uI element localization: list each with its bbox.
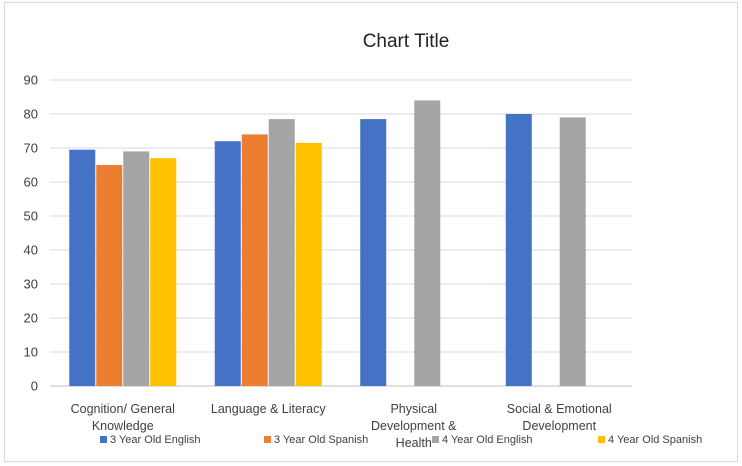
y-tick-label: 20 <box>24 311 38 326</box>
legend-label: 4 Year Old Spanish <box>608 434 702 446</box>
x-category-label: Development & <box>371 419 457 433</box>
bar <box>268 119 295 386</box>
x-category-label: Social & Emotional <box>507 402 612 416</box>
legend-swatch <box>432 436 439 443</box>
bar <box>414 100 441 387</box>
legend-swatch <box>100 436 107 443</box>
bar <box>360 119 387 386</box>
legend-label: 3 Year Old Spanish <box>274 434 368 446</box>
bar <box>214 141 241 386</box>
x-category-label: Health <box>396 436 432 450</box>
x-category-label: Development <box>522 419 596 433</box>
bar <box>96 165 123 386</box>
y-tick-label: 0 <box>31 379 38 394</box>
chart-title: Chart Title <box>363 31 450 52</box>
bar <box>69 149 96 386</box>
x-category-label: Knowledge <box>92 419 154 433</box>
legend-label: 4 Year Old English <box>442 434 533 446</box>
legend: 3 Year Old English 3 Year Old Spanish 4 Ye… <box>100 434 702 446</box>
y-tick-label: 40 <box>24 243 38 258</box>
x-category-label: Physical <box>390 402 437 416</box>
y-tick-label: 10 <box>24 345 38 360</box>
legend-swatch <box>264 436 271 443</box>
bar <box>559 117 586 387</box>
legend-label: 3 Year Old English <box>110 434 201 446</box>
legend-swatch <box>598 436 605 443</box>
y-tick-label: 50 <box>24 209 38 224</box>
bar <box>150 158 177 386</box>
y-tick-label: 90 <box>24 73 38 88</box>
y-tick-label: 70 <box>24 141 38 156</box>
y-tick-label: 60 <box>24 175 38 190</box>
x-axis: Cognition/ General Knowledge Language & Li… <box>71 402 612 450</box>
y-tick-label: 30 <box>24 277 38 292</box>
x-category-label: Language & Literacy <box>211 402 326 416</box>
bar <box>241 134 268 386</box>
bar <box>123 151 150 386</box>
x-category-label: Cognition/ General <box>71 402 175 416</box>
y-axis: 0 10 20 30 40 50 60 70 80 90 <box>24 73 38 394</box>
bar <box>505 114 532 386</box>
y-tick-label: 80 <box>24 107 38 122</box>
bar <box>295 142 322 386</box>
bars <box>69 100 586 387</box>
